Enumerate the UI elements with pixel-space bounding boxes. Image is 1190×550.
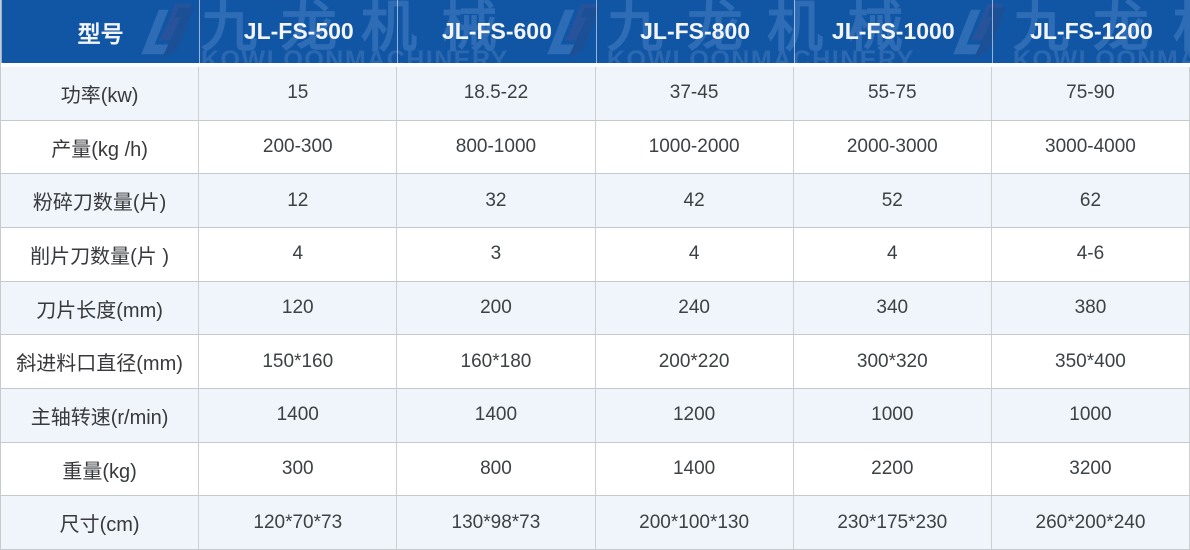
table-cell: 37-45 [596,67,794,120]
row-label: 粉碎刀数量(片) [1,174,200,228]
row-label: 尺寸(cm) [1,496,200,550]
table-cell: 4 [596,228,794,281]
row-label: 主轴转速(r/min) [1,389,200,442]
table-cell: 18.5-22 [397,67,596,120]
table-cell: 3 [397,228,596,281]
table-cell: 3000-4000 [992,120,1190,174]
table-row-output: 产量(kg /h) 200-300 800-1000 1000-2000 200… [1,120,1190,175]
table-row-weight: 重量(kg) 300 800 1400 2200 3200 [1,442,1190,497]
table-cell: 380 [992,281,1190,335]
table-cell: 260*200*240 [992,496,1190,550]
row-label: 刀片长度(mm) [1,281,200,335]
table-row-spindle-speed: 主轴转速(r/min) 1400 1400 1200 1000 1000 [1,389,1190,443]
table-cell: 200*220 [596,335,794,389]
table-cell: 350*400 [992,335,1190,389]
table-cell: 340 [794,281,992,335]
column-header-jl-fs-600: JL-FS-600 [397,0,595,63]
column-header-jl-fs-1200: JL-FS-1200 [991,0,1190,63]
table-cell: 15 [199,67,398,120]
table-header-row: 九龙机械 KOWLOONMACHINERY 九龙机械 KOWLOONMACHIN… [1,0,1190,63]
table-cell: 1200 [596,389,794,442]
table-cell: 1000-2000 [596,120,794,174]
table-cell: 230*175*230 [794,496,992,550]
column-header-jl-fs-800: JL-FS-800 [595,0,794,63]
table-cell: 120 [199,281,398,335]
table-cell: 75-90 [992,67,1190,120]
table-row-blade-length: 刀片长度(mm) 120 200 240 340 380 [1,281,1190,336]
table-cell: 32 [397,174,596,228]
table-row-chipping-blades: 削片刀数量(片 ) 4 3 4 4 4-6 [1,228,1190,282]
table-cell: 200-300 [199,120,398,174]
table-cell: 4-6 [992,228,1190,281]
table-cell: 1400 [596,442,794,496]
row-label: 产量(kg /h) [1,120,200,174]
table-cell: 130*98*73 [397,496,596,550]
table-cell: 240 [596,281,794,335]
row-label: 功率(kw) [1,67,200,120]
table-cell: 2200 [794,442,992,496]
table-cell: 42 [596,174,794,228]
table-row-crushing-blades: 粉碎刀数量(片) 12 32 42 52 62 [1,174,1190,229]
table-cell: 300 [199,442,398,496]
table-cell: 1400 [397,389,596,442]
table-cell: 200 [397,281,596,335]
column-header-jl-fs-1000: JL-FS-1000 [793,0,992,63]
table-cell: 800-1000 [397,120,596,174]
row-label: 重量(kg) [1,442,200,496]
table-cell: 12 [199,174,398,228]
column-header-jl-fs-500: JL-FS-500 [199,0,397,63]
table-cell: 120*70*73 [199,496,398,550]
table-cell: 3200 [992,442,1190,496]
table-cell: 1400 [199,389,398,442]
table-cell: 2000-3000 [794,120,992,174]
table-cell: 55-75 [794,67,992,120]
table-cell: 1000 [794,389,992,442]
header-gap [1,63,1190,67]
table-cell: 4 [794,228,992,281]
table-cell: 150*160 [199,335,398,389]
table-cell: 300*320 [794,335,992,389]
table-row-dimensions: 尺寸(cm) 120*70*73 130*98*73 200*100*130 2… [1,496,1190,550]
table-body: 功率(kw) 15 18.5-22 37-45 55-75 75-90 产量(k… [1,67,1190,550]
table-cell: 160*180 [397,335,596,389]
table-row-inlet-diameter: 斜进料口直径(mm) 150*160 160*180 200*220 300*3… [1,335,1190,390]
table-cell: 52 [794,174,992,228]
table-cell: 1000 [992,389,1190,442]
row-label: 斜进料口直径(mm) [1,335,200,389]
row-label: 削片刀数量(片 ) [1,228,200,281]
table-cell: 62 [992,174,1190,228]
table-row-power: 功率(kw) 15 18.5-22 37-45 55-75 75-90 [1,67,1190,121]
table-cell: 800 [397,442,596,496]
table-cell: 200*100*130 [596,496,794,550]
column-header-model: 型号 [1,0,199,63]
table-cell: 4 [199,228,398,281]
